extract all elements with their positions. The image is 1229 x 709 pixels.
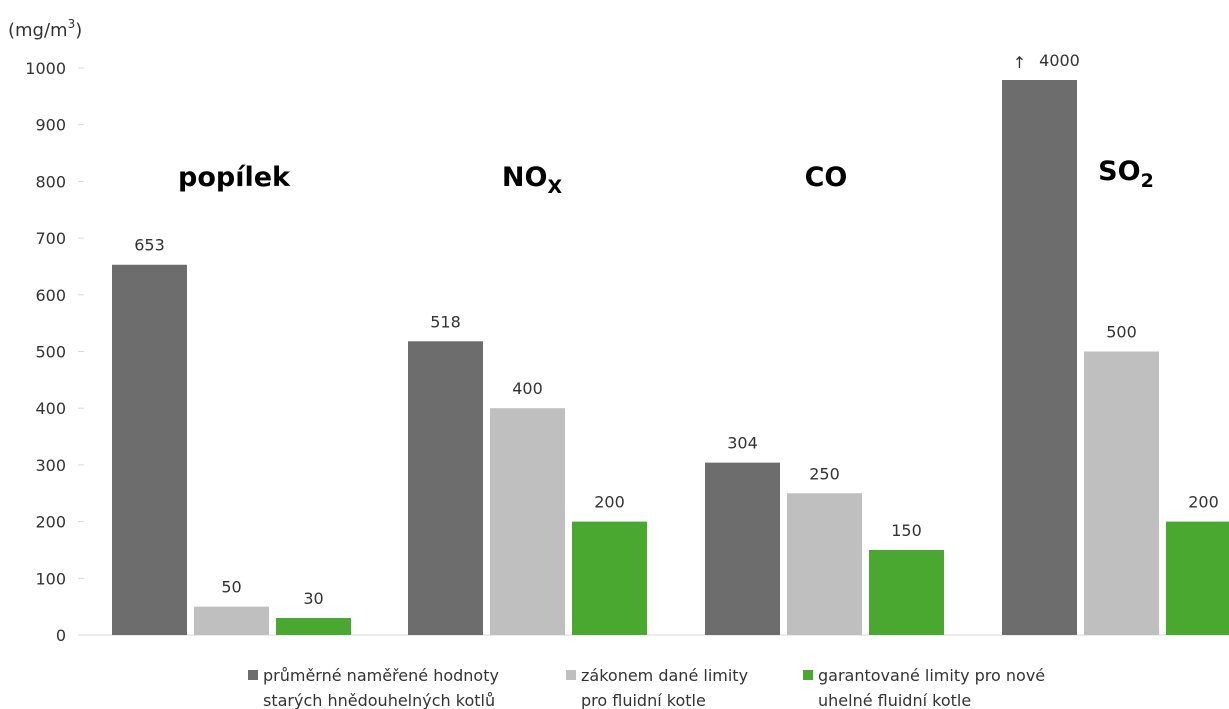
category-label: popílek (178, 162, 291, 193)
category-label-main: SO (1098, 156, 1140, 187)
legend-label-line2: uhelné fluidní kotle (818, 691, 971, 709)
data-label: 4000 (1039, 51, 1080, 70)
bars (112, 80, 1229, 635)
y-tick-label: 300 (35, 456, 66, 475)
y-tick-label: 600 (35, 286, 66, 305)
legend-swatch (803, 670, 813, 680)
bar-series-1-cat-0 (194, 606, 269, 635)
bar-series-1-cat-2 (787, 493, 862, 635)
y-tick-label: 1000 (25, 59, 66, 78)
category-label-subscript: 2 (1141, 170, 1154, 192)
category-label-main: popílek (178, 162, 291, 193)
unit-suffix: ) (75, 20, 82, 41)
legend-label-line1: garantované limity pro nové (818, 666, 1045, 685)
category-label-subscript: X (547, 176, 562, 198)
category-label-main: CO (805, 162, 848, 193)
bar-series-0-cat-3 (1002, 80, 1077, 635)
y-axis-unit-label: (mg/m3) (8, 17, 82, 41)
data-label: 304 (727, 434, 758, 453)
data-label: 50 (221, 578, 241, 597)
bar-series-2-cat-3 (1166, 521, 1229, 635)
bar-series-1-cat-1 (490, 408, 565, 635)
data-label: 400 (512, 379, 543, 398)
data-label: 30 (303, 589, 323, 608)
bar-series-0-cat-0 (112, 264, 187, 635)
y-tick-label: 400 (35, 399, 66, 418)
y-tick-label: 900 (35, 116, 66, 135)
data-label: 518 (430, 312, 461, 331)
y-tick-label: 200 (35, 513, 66, 532)
legend-swatch (566, 670, 576, 680)
category-label: SO2 (1098, 156, 1154, 192)
data-label: 150 (891, 521, 922, 540)
y-tick-label: 800 (35, 172, 66, 191)
data-label: 500 (1106, 323, 1137, 342)
y-tick-label: 700 (35, 229, 66, 248)
data-labels: 653 518 304 4000 50 400 250 500 30 200 150 200 (134, 51, 1219, 608)
y-tick-label: 0 (56, 626, 66, 645)
data-label: 200 (1188, 493, 1219, 512)
off-scale-arrow-icon: ↑ (1013, 53, 1026, 72)
bar-series-1-cat-3 (1084, 351, 1159, 635)
category-label: CO (805, 162, 848, 193)
legend-label-line1: průměrné naměřené hodnoty (263, 666, 499, 685)
legend: průměrné naměřené hodnoty starých hnědouh… (248, 666, 1045, 709)
data-label: 200 (594, 493, 625, 512)
bar-series-2-cat-2 (869, 549, 944, 635)
category-labels: popílek NOX CO SO2 (178, 156, 1154, 198)
y-tick-label: 500 (35, 343, 66, 362)
legend-label-line1: zákonem dané limity (581, 666, 748, 685)
unit-superscript: 3 (68, 17, 76, 31)
bar-series-0-cat-1 (408, 341, 483, 635)
bar-series-2-cat-1 (572, 521, 647, 635)
legend-label-line2: pro fluidní kotle (581, 691, 706, 709)
bar-series-2-cat-0 (276, 617, 351, 635)
legend-label-line2: starých hnědouhelných kotlů (263, 691, 495, 709)
y-axis-ticks: 0 100 200 300 400 500 600 700 800 900 1000 (25, 59, 84, 645)
legend-swatch (248, 670, 258, 680)
data-label: 653 (134, 236, 165, 255)
unit-prefix: (mg/m (8, 20, 68, 41)
data-label: 250 (809, 464, 840, 483)
bar-series-0-cat-2 (705, 462, 780, 635)
y-tick-label: 100 (35, 569, 66, 588)
category-label: NOX (502, 162, 563, 198)
category-label-main: NO (502, 162, 548, 193)
